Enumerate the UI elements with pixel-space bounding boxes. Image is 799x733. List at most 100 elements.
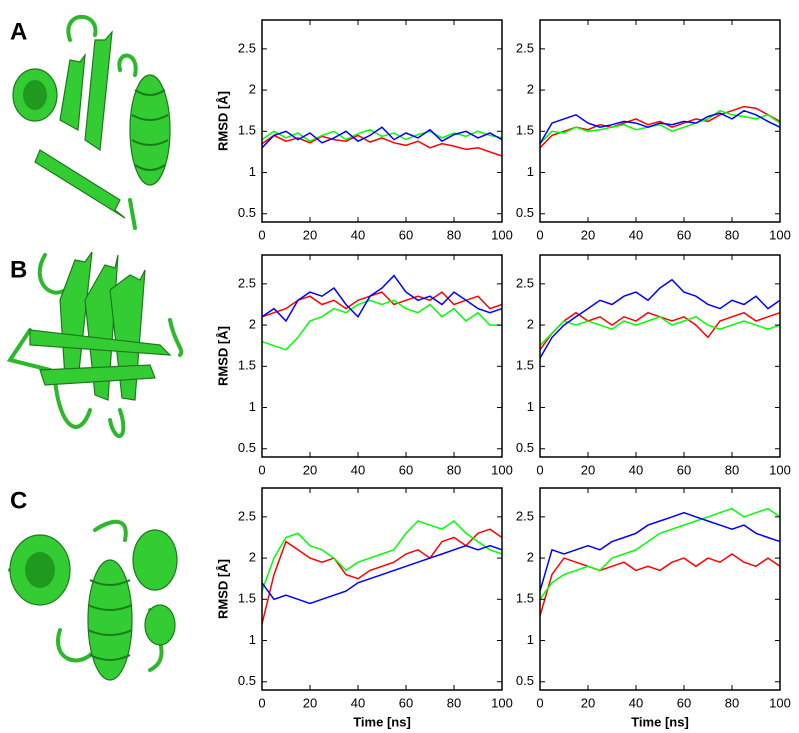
panel-label: C	[10, 487, 27, 514]
y-tick-label: 2	[249, 317, 256, 332]
y-tick-label: 2	[249, 550, 256, 565]
y-tick-label: 1.5	[516, 123, 534, 138]
series-line	[539, 507, 781, 600]
x-tick-label: 80	[447, 695, 461, 710]
protein-c	[8, 519, 178, 681]
series-line	[539, 315, 781, 347]
series-line	[261, 134, 503, 157]
y-axis-label: RMSD [Å]	[215, 91, 230, 151]
protein-b	[6, 251, 184, 438]
y-tick-label: 1	[527, 632, 534, 647]
x-tick-label: 0	[536, 695, 543, 710]
y-tick-label: 0.5	[238, 440, 256, 455]
x-tick-label: 0	[536, 227, 543, 242]
x-tick-label: 0	[258, 227, 265, 242]
y-tick-label: 1	[249, 399, 256, 414]
x-tick-label: 100	[491, 227, 513, 242]
x-tick-label: 20	[303, 462, 317, 477]
x-tick-label: 20	[581, 227, 595, 242]
x-tick-label: 80	[447, 462, 461, 477]
protein-a	[12, 14, 171, 230]
series-line	[261, 528, 503, 625]
x-tick-label: 40	[351, 227, 365, 242]
x-tick-label: 100	[491, 462, 513, 477]
x-tick-label: 40	[351, 695, 365, 710]
x-tick-label: 100	[769, 695, 791, 710]
y-tick-label: 1	[527, 399, 534, 414]
plot-frame	[261, 254, 503, 458]
x-tick-label: 100	[769, 227, 791, 242]
y-tick-label: 1	[249, 164, 256, 179]
y-tick-label: 1	[249, 632, 256, 647]
y-tick-label: 1.5	[516, 591, 534, 606]
series-line	[261, 544, 503, 605]
x-tick-label: 100	[769, 462, 791, 477]
x-tick-label: 80	[725, 227, 739, 242]
x-axis-label: Time [ns]	[353, 714, 411, 729]
series-line	[261, 274, 503, 323]
series-line	[261, 128, 503, 143]
y-tick-label: 2.5	[238, 508, 256, 523]
series-line	[261, 299, 502, 351]
y-tick-label: 1.5	[238, 358, 256, 373]
y-tick-label: 0.5	[516, 440, 534, 455]
series-line	[539, 511, 781, 592]
x-tick-label: 60	[677, 695, 691, 710]
y-axis-label: RMSD [Å]	[215, 559, 230, 619]
x-tick-label: 0	[258, 462, 265, 477]
series-line	[261, 291, 503, 318]
y-tick-label: 2.5	[516, 275, 534, 290]
x-tick-label: 40	[629, 227, 643, 242]
plot-frame	[261, 487, 503, 691]
panel-label: B	[10, 256, 27, 283]
series-line	[539, 311, 781, 351]
x-tick-label: 20	[303, 695, 317, 710]
y-tick-label: 0.5	[516, 205, 534, 220]
x-tick-label: 80	[725, 462, 739, 477]
series-line	[539, 553, 781, 617]
y-tick-label: 2.5	[238, 40, 256, 55]
y-tick-label: 1.5	[238, 123, 256, 138]
x-tick-label: 80	[447, 227, 461, 242]
y-tick-label: 2	[527, 550, 534, 565]
series-line	[539, 278, 781, 359]
x-tick-label: 80	[725, 695, 739, 710]
y-tick-label: 2	[527, 82, 534, 97]
x-tick-label: 60	[399, 695, 413, 710]
x-tick-label: 60	[399, 227, 413, 242]
x-tick-label: 60	[399, 462, 413, 477]
x-tick-label: 20	[581, 695, 595, 710]
x-tick-label: 60	[677, 227, 691, 242]
y-tick-label: 2	[249, 82, 256, 97]
plot-frame	[261, 19, 503, 223]
plot-frame	[539, 19, 781, 223]
x-tick-label: 40	[629, 695, 643, 710]
series-line	[539, 109, 781, 145]
plot-frame	[539, 487, 781, 691]
x-tick-label: 60	[677, 462, 691, 477]
y-tick-label: 0.5	[516, 673, 534, 688]
y-tick-label: 2	[527, 317, 534, 332]
series-line	[539, 109, 781, 145]
x-tick-label: 100	[491, 695, 513, 710]
y-tick-label: 1.5	[516, 358, 534, 373]
x-tick-label: 40	[351, 462, 365, 477]
x-tick-label: 0	[258, 695, 265, 710]
y-tick-label: 0.5	[238, 205, 256, 220]
y-tick-label: 2.5	[238, 275, 256, 290]
y-tick-label: 2.5	[516, 508, 534, 523]
series-line	[261, 520, 503, 592]
x-tick-label: 20	[581, 462, 595, 477]
y-tick-label: 2.5	[516, 40, 534, 55]
y-axis-label: RMSD [Å]	[215, 326, 230, 386]
y-tick-label: 1	[527, 164, 534, 179]
plot-frame	[539, 254, 781, 458]
panel-label: A	[10, 18, 27, 45]
x-tick-label: 20	[303, 227, 317, 242]
x-tick-label: 40	[629, 462, 643, 477]
y-tick-label: 1.5	[238, 591, 256, 606]
series-line	[261, 126, 503, 149]
y-tick-label: 0.5	[238, 673, 256, 688]
x-axis-label: Time [ns]	[631, 714, 689, 729]
